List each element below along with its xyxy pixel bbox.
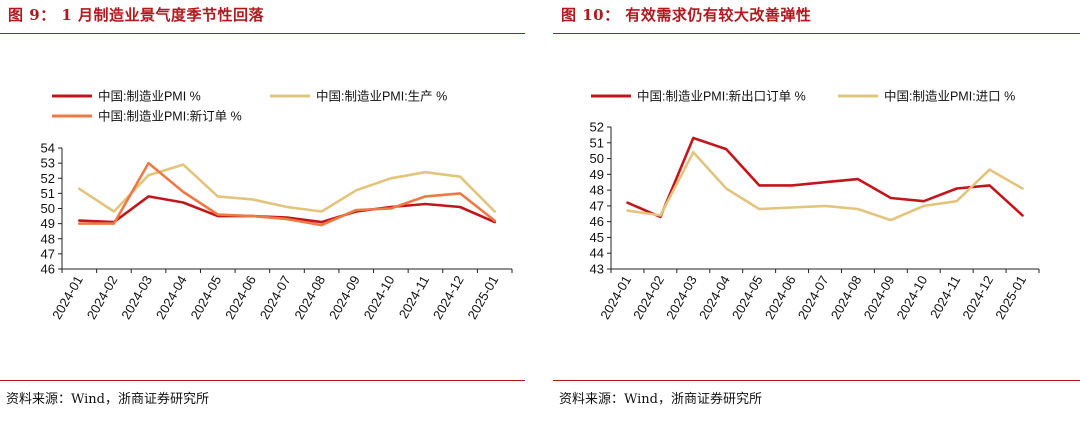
x-tick-label: 2024-04: [696, 273, 733, 322]
x-tick-label: 2024-06: [222, 273, 259, 322]
y-tick-label: 46: [590, 214, 604, 229]
x-tick-label: 2024-09: [861, 273, 898, 322]
series-line: [78, 161, 497, 227]
y-tick-label: 49: [41, 216, 55, 231]
series-line: [78, 195, 497, 224]
x-tick-label: 2024-10: [894, 273, 931, 322]
x-tick-label: 2024-01: [49, 273, 86, 322]
x-tick-label: 2024-08: [828, 273, 865, 322]
source-divider: [0, 380, 525, 381]
demand-line-chart: 中国:制造业PMI:新出口订单 % 中国:制造业PMI:进口 %434445464…: [590, 89, 1040, 322]
x-tick-label: 2024-03: [118, 273, 155, 322]
y-tick-label: 50: [41, 201, 55, 216]
figure-10-panel: 图 10： 有效需求仍有较大改善弹性 中国:制造业PMI:新出口订单 % 中国:制…: [553, 0, 1080, 421]
y-tick-label: 48: [590, 183, 604, 198]
x-tick-label: 2024-05: [729, 273, 766, 322]
x-tick-label: 2024-04: [153, 273, 190, 322]
source-note: 资料来源：Wind，浙商证券研究所: [6, 392, 209, 407]
legend-label: 中国:制造业PMI:生产 %: [316, 89, 447, 104]
x-tick-label: 2024-11: [927, 273, 963, 321]
x-tick-label: 2024-09: [326, 273, 363, 322]
figure-title: 图 10： 有效需求仍有较大改善弹性: [561, 6, 812, 24]
legend-label: 中国:制造业PMI:新订单 %: [98, 109, 242, 124]
y-tick-label: 47: [590, 198, 604, 213]
x-tick-label: 2025-01: [464, 273, 501, 322]
y-tick-label: 46: [41, 262, 55, 277]
x-tick-label: 2024-12: [959, 273, 996, 322]
y-tick-label: 54: [41, 141, 55, 156]
pmi-line-chart: 中国:制造业PMI % 中国:制造业PMI:生产 % 中国:制造业PMI:新订单 %…: [41, 89, 513, 322]
x-tick-label: 2024-03: [663, 273, 700, 322]
source-note: 资料来源：Wind，浙商证券研究所: [559, 392, 762, 407]
x-tick-label: 2024-07: [795, 273, 832, 322]
series-line: [626, 136, 1024, 219]
figure-title: 图 9： 1 月制造业景气度季节性回落: [8, 6, 265, 24]
legend-label: 中国:制造业PMI:新出口订单 %: [637, 89, 806, 104]
y-tick-label: 47: [41, 246, 55, 261]
y-tick-label: 50: [590, 151, 604, 166]
y-tick-label: 53: [41, 156, 55, 171]
x-tick-label: 2024-01: [597, 273, 634, 322]
x-tick-label: 2024-12: [430, 273, 467, 322]
y-tick-label: 52: [590, 120, 604, 135]
y-tick-label: 49: [590, 167, 604, 182]
y-tick-label: 45: [590, 230, 604, 245]
y-tick-label: 48: [41, 231, 55, 246]
x-tick-label: 2024-02: [84, 273, 121, 322]
series-line: [78, 163, 497, 213]
x-tick-label: 2024-05: [188, 273, 225, 322]
legend-label: 中国:制造业PMI %: [98, 89, 201, 104]
title-divider: [0, 33, 525, 34]
x-tick-label: 2024-07: [257, 273, 294, 322]
x-tick-label: 2024-06: [762, 273, 799, 322]
y-tick-label: 44: [590, 246, 604, 261]
x-tick-label: 2024-08: [291, 273, 328, 322]
x-tick-label: 2024-02: [630, 273, 667, 322]
x-tick-label: 2025-01: [992, 273, 1029, 322]
x-tick-label: 2024-10: [361, 273, 398, 322]
legend-label: 中国:制造业PMI:进口 %: [884, 89, 1015, 104]
source-divider: [553, 380, 1080, 381]
y-tick-label: 43: [590, 262, 604, 277]
series-line: [626, 150, 1024, 222]
y-tick-label: 51: [41, 186, 55, 201]
y-tick-label: 51: [590, 135, 604, 150]
y-tick-label: 52: [41, 171, 55, 186]
figure-9-panel: 图 9： 1 月制造业景气度季节性回落 中国:制造业PMI % 中国:制造业PMI…: [0, 0, 525, 421]
x-tick-label: 2024-11: [396, 273, 432, 321]
title-divider: [553, 33, 1080, 34]
